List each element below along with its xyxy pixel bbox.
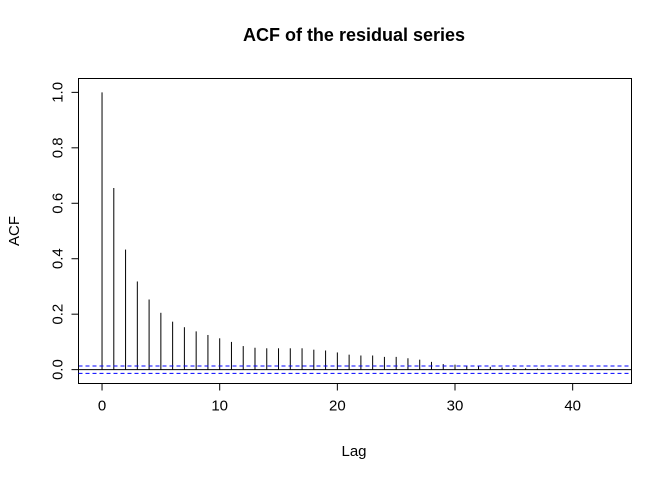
x-axis-label: Lag: [341, 443, 366, 460]
reference-lines: [78, 365, 632, 374]
x-tick-label: 20: [329, 398, 346, 415]
y-tick-label: 0.8: [50, 137, 67, 158]
y-tick-label: 0.4: [50, 248, 67, 269]
x-tick-label: 0: [98, 398, 106, 415]
x-axis: 0 10 20 30 40: [98, 383, 581, 415]
y-axis: 0.0 0.2 0.4 0.6 0.8 1.0: [50, 82, 79, 380]
y-tick-label: 1.0: [50, 82, 67, 103]
chart-title: ACF of the residual series: [243, 25, 465, 45]
y-axis-label: ACF: [6, 216, 23, 246]
y-tick-label: 0.2: [50, 304, 67, 325]
x-tick-label: 30: [447, 398, 464, 415]
plot-frame: [78, 78, 632, 384]
acf-spikes: [101, 92, 597, 370]
x-tick-label: 10: [211, 398, 228, 415]
x-tick-label: 40: [564, 398, 581, 415]
y-tick-label: 0.6: [50, 193, 67, 214]
y-tick-label: 0.0: [50, 359, 67, 380]
